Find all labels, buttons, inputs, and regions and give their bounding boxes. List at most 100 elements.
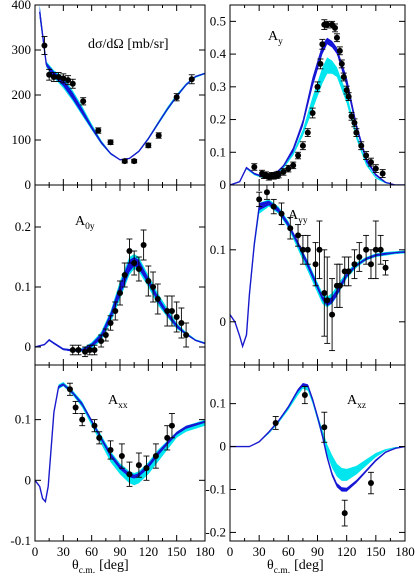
data-point-dsigma xyxy=(80,98,87,105)
data-point-axz xyxy=(321,424,328,431)
data-point-axx xyxy=(143,465,150,472)
data-point-ayy xyxy=(312,261,319,268)
data-point-dsigma xyxy=(121,158,128,165)
data-point-ay xyxy=(333,34,340,41)
data-point-a0y xyxy=(131,260,138,266)
data-point-ayy xyxy=(270,203,277,210)
data-point-dsigma xyxy=(95,127,102,134)
data-point-ay xyxy=(251,164,258,170)
data-point-ay xyxy=(332,24,338,31)
data-point-ayy xyxy=(382,264,389,271)
data-point-ayy xyxy=(287,225,294,232)
data-point-axx xyxy=(152,453,159,460)
data-point-a0y xyxy=(168,308,175,314)
data-point-ay xyxy=(309,110,316,116)
data-point-a0y xyxy=(107,320,114,326)
x-axis-label-right-main: θ xyxy=(267,558,274,573)
band-light-axz xyxy=(230,384,405,481)
data-point-dsigma xyxy=(145,142,152,149)
x-tick-label-axx: 120 xyxy=(139,544,159,559)
x-tick-label-axx: 0 xyxy=(32,544,39,559)
data-point-a0y xyxy=(82,348,89,355)
data-point-a0y xyxy=(173,314,180,320)
y-tick-label-ay: 0 xyxy=(220,177,227,192)
data-point-axx xyxy=(135,462,142,469)
plot-area-ay xyxy=(230,19,405,185)
data-point-ay xyxy=(290,162,297,169)
data-point-ay xyxy=(372,165,379,172)
data-point-ayy xyxy=(377,246,384,253)
data-point-axx xyxy=(72,404,79,411)
theory-curve-a0y xyxy=(35,260,205,352)
y-tick-label-ay: 0.5 xyxy=(210,13,226,28)
x-axis-label-left-main: θ xyxy=(72,558,79,573)
data-point-dsigma xyxy=(107,139,114,146)
data-point-axx xyxy=(107,446,114,453)
data-point-ay xyxy=(353,129,360,136)
y-tick-label-axz: -0.2 xyxy=(205,524,226,539)
data-point-ay xyxy=(295,152,302,159)
panel-frame-dsigma xyxy=(34,4,206,186)
panel-label-axz-main: A xyxy=(347,393,358,408)
panel-label-a0y: A0y xyxy=(75,214,95,232)
data-point-dsigma xyxy=(65,77,72,84)
data-point-axz xyxy=(301,392,308,399)
data-point-a0y xyxy=(69,347,76,353)
data-point-ay xyxy=(275,171,282,178)
data-point-a0y xyxy=(86,347,93,353)
data-point-ayy xyxy=(329,311,336,318)
data-point-a0y xyxy=(178,320,185,326)
data-point-a0y xyxy=(154,296,161,302)
data-point-ayy xyxy=(304,246,311,253)
panel-label-ay-sub: y xyxy=(278,37,283,47)
theory-curve-axz xyxy=(230,383,405,491)
data-point-ayy xyxy=(321,290,328,296)
y-tick-label-ayy: 0.1 xyxy=(210,242,226,257)
panel-label-a0y-sub: 0y xyxy=(85,222,95,232)
y-tick-label-ayy: 0 xyxy=(220,314,227,329)
data-point-axx xyxy=(118,453,125,460)
data-point-a0y xyxy=(117,290,123,296)
y-tick-label-axx: -0.1 xyxy=(10,533,31,548)
data-point-ayy xyxy=(263,189,270,196)
x-tick-label-axx: 30 xyxy=(57,544,70,559)
data-point-ay xyxy=(367,159,374,166)
data-point-ay xyxy=(280,168,287,175)
data-point-dsigma xyxy=(55,74,62,80)
plot-area-axx xyxy=(35,382,205,504)
data-point-ay xyxy=(345,93,352,100)
x-tick-label-axx: 180 xyxy=(195,544,215,559)
data-point-axx xyxy=(66,386,73,393)
data-point-ayy xyxy=(316,246,323,253)
x-tick-label-axx: 150 xyxy=(167,544,187,559)
data-point-ayy xyxy=(278,210,285,217)
y-tick-label-axx: 0 xyxy=(25,472,32,487)
y-tick-label-a0y: 0.2 xyxy=(15,219,31,234)
data-point-axx xyxy=(168,422,175,429)
band-light-axx xyxy=(35,382,205,502)
data-point-ay xyxy=(336,47,343,54)
data-point-a0y xyxy=(91,347,98,353)
x-tick-label-axz: 0 xyxy=(227,544,234,559)
x-tick-label-axz: 120 xyxy=(337,544,357,559)
data-point-ay xyxy=(351,119,358,126)
data-point-dsigma xyxy=(131,158,138,165)
y-tick-label-dsigma: 100 xyxy=(12,132,32,147)
data-point-a0y xyxy=(102,332,109,338)
data-point-ayy xyxy=(299,246,306,253)
data-point-ay xyxy=(285,165,292,172)
panel-label-a0y-main: A xyxy=(75,214,86,229)
data-point-ay xyxy=(319,41,326,48)
data-point-a0y xyxy=(140,242,147,248)
x-tick-label-axx: 90 xyxy=(114,544,127,559)
x-axis-label-left-sub: c.m. xyxy=(79,566,95,576)
data-point-ayy xyxy=(372,246,379,253)
data-point-a0y xyxy=(183,332,190,338)
data-point-ayy xyxy=(256,196,263,203)
data-point-ayy xyxy=(345,268,352,275)
y-tick-label-a0y: 0.1 xyxy=(15,279,31,294)
data-point-dsigma xyxy=(188,76,195,83)
y-tick-label-dsigma: 300 xyxy=(12,42,32,57)
band-light-ayy xyxy=(230,199,405,347)
